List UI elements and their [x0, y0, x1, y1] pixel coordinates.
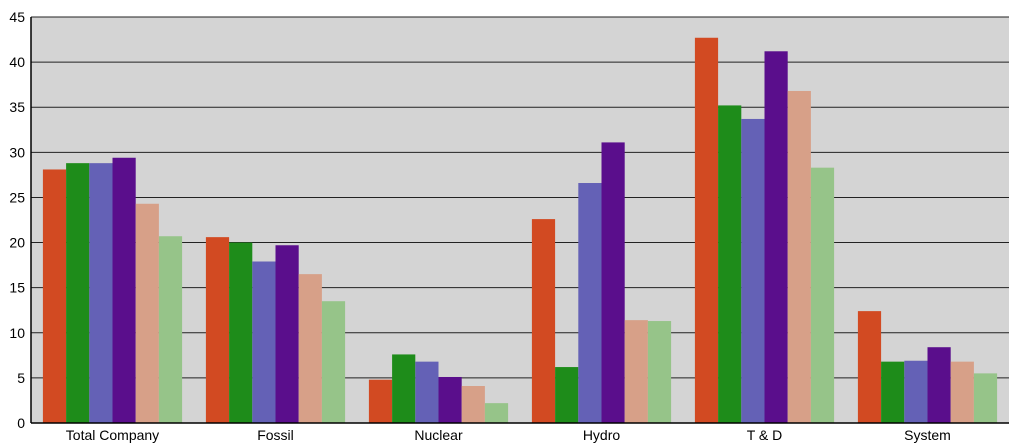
x-tick-label: T & D — [747, 427, 783, 443]
bar — [904, 360, 928, 423]
y-tick-label: 0 — [17, 415, 25, 431]
bar — [368, 379, 393, 423]
bar — [252, 261, 276, 423]
bar — [112, 157, 136, 423]
bar — [718, 105, 742, 423]
bar — [624, 320, 648, 423]
x-tick-label: Hydro — [583, 427, 621, 443]
bar — [531, 219, 556, 423]
bar — [694, 37, 719, 424]
bar — [555, 367, 579, 423]
x-tick-label: System — [904, 427, 951, 443]
x-tick-label: Fossil — [257, 427, 294, 443]
bar — [461, 386, 485, 423]
bar — [298, 274, 322, 423]
bar — [764, 51, 788, 423]
bar — [66, 163, 90, 423]
y-tick-label: 40 — [9, 54, 25, 70]
bar — [950, 361, 974, 423]
bar — [392, 354, 416, 423]
bar — [741, 118, 765, 423]
bar — [601, 142, 625, 424]
x-tick-label: Total Company — [66, 427, 159, 443]
x-tick-label: Nuclear — [414, 427, 463, 443]
y-tick-label: 25 — [9, 189, 25, 205]
bar — [927, 347, 951, 423]
bar — [275, 245, 299, 423]
bar — [647, 321, 672, 423]
bar — [810, 167, 835, 423]
bars — [42, 37, 998, 424]
bar — [438, 376, 462, 423]
bar — [787, 90, 811, 423]
y-tick-label: 5 — [17, 370, 25, 386]
bar — [205, 237, 230, 423]
bar — [881, 361, 905, 423]
bar — [973, 373, 998, 423]
bar — [484, 403, 509, 423]
y-tick-label: 45 — [9, 9, 25, 25]
plot-area — [31, 17, 1009, 423]
bar — [321, 301, 346, 423]
gridlines — [31, 16, 1009, 379]
bar — [135, 203, 159, 423]
y-tick-labels: 0 5 10 15 20 25 30 35 40 45 — [9, 9, 25, 431]
bar — [415, 361, 439, 423]
bar — [158, 236, 183, 423]
y-tick-label: 10 — [9, 325, 25, 341]
y-tick-label: 30 — [9, 144, 25, 160]
bar — [42, 169, 67, 423]
bar — [229, 242, 253, 423]
bar — [857, 311, 882, 423]
y-tick-label: 20 — [9, 235, 25, 251]
x-tick-labels: Total Company Fossil Nuclear Hydro T & D Syst… — [66, 427, 951, 443]
y-tick-label: 35 — [9, 99, 25, 115]
bar — [578, 183, 602, 423]
y-tick-label: 15 — [9, 280, 25, 296]
bar — [89, 163, 113, 423]
